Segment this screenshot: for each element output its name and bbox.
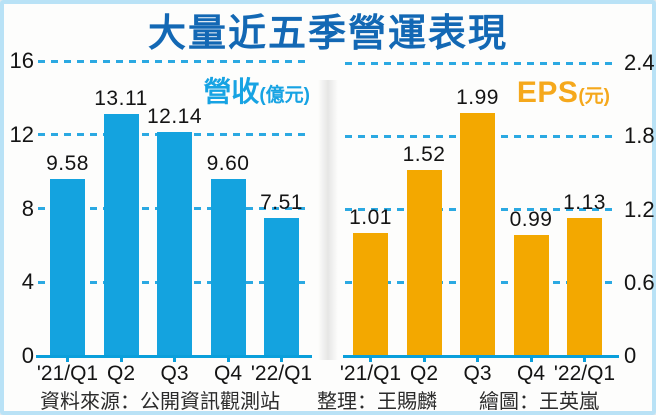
- bar: [50, 179, 85, 356]
- x-tick-label: Q2: [106, 362, 135, 385]
- x-axis-tick: [173, 356, 176, 362]
- x-tick-label: Q4: [516, 362, 545, 385]
- x-axis-tick: [369, 356, 372, 362]
- footer-source: 資料來源：公開資訊觀測站: [40, 391, 280, 413]
- bar: [406, 170, 442, 356]
- gridline: [38, 59, 310, 63]
- revenue-legend-unit: (億元): [259, 85, 310, 106]
- footer-compiler: 整理：王賜麟: [317, 391, 437, 413]
- bar-value-label: 1.01: [349, 205, 392, 229]
- bar: [513, 235, 549, 356]
- x-tick-label: Q3: [160, 362, 189, 385]
- x-axis-tick: [529, 356, 533, 362]
- gridline: [345, 61, 617, 65]
- bar: [567, 218, 602, 356]
- bar: [103, 114, 139, 356]
- y-tick-label: 0: [21, 343, 34, 368]
- x-axis-tick: [119, 356, 123, 362]
- y-tick-label: 1.2: [624, 196, 655, 222]
- bar-value-label: 1.99: [456, 86, 499, 110]
- bar-value-label: 13.11: [94, 87, 148, 111]
- eps-legend-label: EPS: [516, 76, 579, 109]
- x-axis-tick: [476, 356, 479, 362]
- x-axis-tick: [226, 356, 230, 362]
- bar: [157, 132, 192, 356]
- x-tick-label: Q3: [463, 362, 492, 385]
- bar-value-label: 7.51: [260, 190, 303, 214]
- x-tick-label: '22/Q1: [553, 362, 616, 385]
- x-tick-label: Q4: [213, 362, 242, 385]
- x-tick-label: Q2: [409, 362, 438, 385]
- y-tick-label: 4: [21, 269, 34, 295]
- footer-illustrator: 繪圖：王英嵐: [479, 391, 599, 413]
- revenue-legend-label: 營收: [203, 76, 260, 107]
- bar-value-label: 0.99: [509, 208, 553, 232]
- x-axis-tick: [583, 356, 586, 362]
- x-axis-line: [343, 354, 619, 358]
- y-tick-label: 16: [9, 48, 34, 73]
- x-tick-label: '22/Q1: [250, 362, 313, 385]
- y-tick-label: 1.8: [624, 123, 655, 149]
- bar: [264, 217, 299, 356]
- bar-value-label: 1.52: [402, 143, 446, 167]
- eps-legend-unit: (元): [578, 86, 610, 107]
- y-tick-label: 2.4: [624, 50, 655, 75]
- eps-legend: EPS(元): [517, 76, 610, 110]
- x-axis-tick: [66, 356, 69, 362]
- bar-value-label: 12.14: [146, 105, 203, 129]
- y-tick-label: 0.6: [624, 269, 655, 295]
- bar-value-label: 1.13: [563, 191, 606, 215]
- x-tick-label: '21/Q1: [339, 362, 402, 385]
- bar: [210, 179, 246, 356]
- bar: [460, 113, 495, 356]
- bar-value-label: 9.60: [206, 152, 250, 175]
- y-tick-label: 12: [9, 121, 34, 147]
- bar: [353, 232, 388, 356]
- page-title: 大量近五季營運表現: [147, 13, 508, 55]
- y-tick-label: 8: [21, 195, 34, 221]
- y-tick-label: 0: [624, 343, 637, 368]
- bar-value-label: 9.58: [46, 152, 89, 176]
- x-axis-line: [36, 354, 312, 358]
- panel-divider: [318, 80, 338, 360]
- x-axis-tick: [280, 356, 283, 362]
- x-axis-tick: [422, 356, 426, 362]
- x-tick-label: '21/Q1: [36, 362, 99, 385]
- revenue-legend: 營收(億元): [203, 70, 310, 110]
